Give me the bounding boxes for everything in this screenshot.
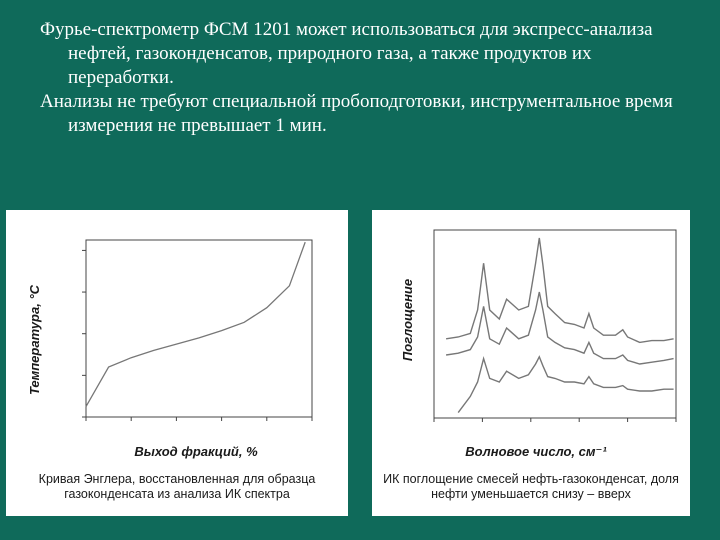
engler-curve-chart: Температура, °С Выход фракций, %	[27, 239, 313, 459]
bullet-1: Фурье-спектрометр ФСМ 1201 может использ…	[40, 19, 653, 88]
x-axis-label: Выход фракций, %	[134, 444, 258, 459]
slide-text: Фурье-спектрометр ФСМ 1201 может использ…	[40, 18, 700, 138]
y-axis-label: Температура, °С	[27, 284, 42, 395]
x-axis-label: Волновое число, см⁻¹	[465, 444, 607, 459]
plot-frame	[85, 239, 313, 418]
engler-curve-line	[85, 241, 306, 407]
ir-spectrum-chart: Поглощение Волновое число, см⁻¹	[400, 229, 677, 459]
spectrum-line-3	[457, 355, 674, 414]
bullet-2: Анализы не требуют специальной пробоподг…	[40, 91, 673, 136]
plot-frame	[433, 229, 677, 419]
spectrum-line-1	[445, 237, 674, 344]
ir-spectrum-panel: Поглощение Волновое число, см⁻¹ ИК погло…	[372, 210, 690, 516]
spectrum-line-2	[445, 291, 674, 365]
engler-chart-panel: Температура, °С Выход фракций, % Кривая …	[6, 210, 348, 516]
y-axis-label: Поглощение	[400, 279, 415, 361]
engler-caption: Кривая Энглера, восстановленная для обра…	[38, 472, 316, 501]
ir-spectrum-caption: ИК поглощение смесей нефть-газоконденсат…	[383, 472, 679, 501]
